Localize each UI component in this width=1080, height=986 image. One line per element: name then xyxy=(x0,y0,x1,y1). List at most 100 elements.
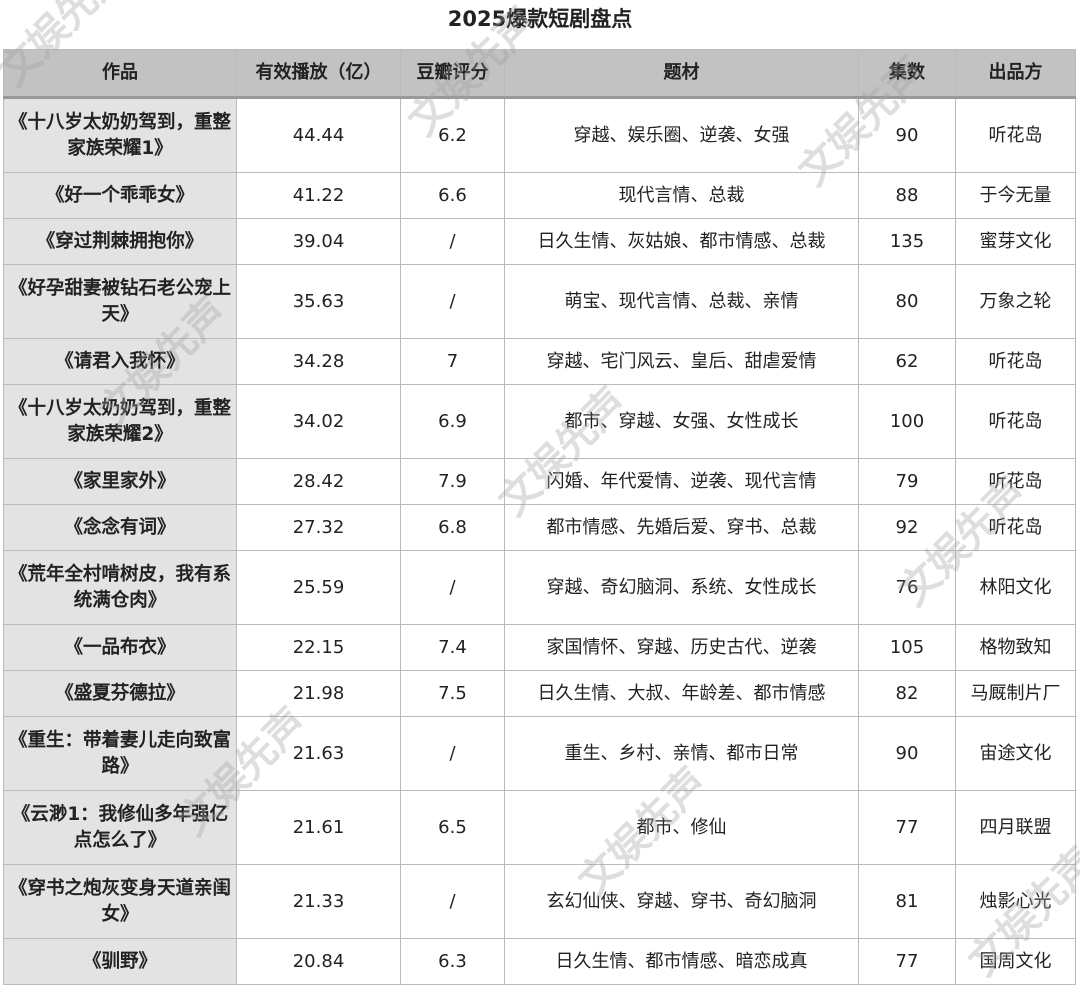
cell-episodes: 82 xyxy=(858,670,956,717)
cell-producer: 听花岛 xyxy=(955,97,1076,173)
table-row: 《云渺1：我修仙多年强亿点怎么了》 21.61 6.5 都市、修仙 77 四月联盟 xyxy=(3,790,1076,865)
cell-work: 《念念有词》 xyxy=(3,504,237,551)
cell-producer: 听花岛 xyxy=(955,504,1076,551)
cell-work: 《一品布衣》 xyxy=(3,624,237,671)
cell-rating: 6.2 xyxy=(400,97,505,173)
cell-work: 《荒年全村啃树皮，我有系统满仓肉》 xyxy=(3,550,237,625)
table-row: 《盛夏芬德拉》 21.98 7.5 日久生情、大叔、年龄差、都市情感 82 马厩制片厂 xyxy=(3,670,1076,717)
header-producer: 出品方 xyxy=(955,49,1076,99)
cell-episodes: 92 xyxy=(858,504,956,551)
table-row: 《十八岁太奶奶驾到，重整家族荣耀2》 34.02 6.9 都市、穿越、女强、女性成长 1… xyxy=(3,384,1076,459)
cell-genre: 都市情感、先婚后爱、穿书、总裁 xyxy=(504,504,859,551)
cell-producer: 马厩制片厂 xyxy=(955,670,1076,717)
cell-genre: 现代言情、总裁 xyxy=(504,172,859,219)
cell-genre: 玄幻仙侠、穿越、穿书、奇幻脑洞 xyxy=(504,864,859,939)
cell-genre: 闪婚、年代爱情、逆袭、现代言情 xyxy=(504,458,859,505)
cell-genre: 日久生情、都市情感、暗恋成真 xyxy=(504,938,859,985)
cell-rating: 6.8 xyxy=(400,504,505,551)
cell-work: 《十八岁太奶奶驾到，重整家族荣耀2》 xyxy=(3,384,237,459)
cell-rating: 6.3 xyxy=(400,938,505,985)
cell-producer: 听花岛 xyxy=(955,338,1076,385)
cell-rating: 6.5 xyxy=(400,790,505,865)
cell-rating: 7.4 xyxy=(400,624,505,671)
cell-producer: 格物致知 xyxy=(955,624,1076,671)
table-row: 《请君入我怀》 34.28 7 穿越、宅门风云、皇后、甜虐爱情 62 听花岛 xyxy=(3,338,1076,385)
cell-episodes: 88 xyxy=(858,172,956,219)
cell-producer: 宙途文化 xyxy=(955,716,1076,791)
cell-plays: 21.63 xyxy=(236,716,401,791)
cell-rating: 7.5 xyxy=(400,670,505,717)
cell-rating: / xyxy=(400,716,505,791)
cell-producer: 四月联盟 xyxy=(955,790,1076,865)
cell-episodes: 77 xyxy=(858,790,956,865)
cell-genre: 穿越、奇幻脑洞、系统、女性成长 xyxy=(504,550,859,625)
cell-work: 《穿书之炮灰变身天道亲闺女》 xyxy=(3,864,237,939)
cell-plays: 35.63 xyxy=(236,264,401,339)
cell-producer: 听花岛 xyxy=(955,384,1076,459)
cell-rating: 7 xyxy=(400,338,505,385)
table-row: 《念念有词》 27.32 6.8 都市情感、先婚后爱、穿书、总裁 92 听花岛 xyxy=(3,504,1076,551)
cell-plays: 41.22 xyxy=(236,172,401,219)
cell-work: 《请君入我怀》 xyxy=(3,338,237,385)
cell-plays: 39.04 xyxy=(236,218,401,265)
cell-plays: 21.61 xyxy=(236,790,401,865)
cell-episodes: 90 xyxy=(858,716,956,791)
header-plays: 有效播放（亿） xyxy=(236,49,401,99)
table-row: 《十八岁太奶奶驾到，重整家族荣耀1》 44.44 6.2 穿越、娱乐圈、逆袭、女强 90… xyxy=(3,97,1076,173)
table-row: 《好孕甜妻被钻石老公宠上天》 35.63/萌宝、现代言情、总裁、亲情 80 万象之轮 xyxy=(3,264,1076,339)
table-row: 《荒年全村啃树皮，我有系统满仓肉》 25.59/穿越、奇幻脑洞、系统、女性成长 76… xyxy=(3,550,1076,625)
cell-producer: 万象之轮 xyxy=(955,264,1076,339)
cell-episodes: 80 xyxy=(858,264,956,339)
table-row: 《重生：带着妻儿走向致富路》 21.63/重生、乡村、亲情、都市日常 90 宙途文化 xyxy=(3,716,1076,791)
cell-work: 《家里家外》 xyxy=(3,458,237,505)
table-row: 《家里家外》 28.42 7.9 闪婚、年代爱情、逆袭、现代言情 79 听花岛 xyxy=(3,458,1076,505)
cell-work: 《盛夏芬德拉》 xyxy=(3,670,237,717)
cell-work: 《好孕甜妻被钻石老公宠上天》 xyxy=(3,264,237,339)
cell-episodes: 90 xyxy=(858,97,956,173)
cell-producer: 于今无量 xyxy=(955,172,1076,219)
short-drama-table: 作品 有效播放（亿） 豆瓣评分 题材 集数 出品方 《十八岁太奶奶驾到，重整家族… xyxy=(3,49,1076,985)
table-row: 《好一个乖乖女》 41.22 6.6 现代言情、总裁 88 于今无量 xyxy=(3,172,1076,219)
cell-genre: 萌宝、现代言情、总裁、亲情 xyxy=(504,264,859,339)
cell-producer: 蜜芽文化 xyxy=(955,218,1076,265)
cell-genre: 穿越、娱乐圈、逆袭、女强 xyxy=(504,97,859,173)
cell-plays: 25.59 xyxy=(236,550,401,625)
header-rating: 豆瓣评分 xyxy=(400,49,505,99)
cell-genre: 日久生情、大叔、年龄差、都市情感 xyxy=(504,670,859,717)
cell-work: 《驯野》 xyxy=(3,938,237,985)
cell-genre: 都市、修仙 xyxy=(504,790,859,865)
header-genre: 题材 xyxy=(504,49,859,99)
cell-work: 《重生：带着妻儿走向致富路》 xyxy=(3,716,237,791)
cell-rating: 6.6 xyxy=(400,172,505,219)
cell-episodes: 135 xyxy=(858,218,956,265)
cell-plays: 34.28 xyxy=(236,338,401,385)
cell-plays: 28.42 xyxy=(236,458,401,505)
cell-plays: 21.98 xyxy=(236,670,401,717)
cell-episodes: 79 xyxy=(858,458,956,505)
cell-rating: / xyxy=(400,218,505,265)
cell-episodes: 76 xyxy=(858,550,956,625)
cell-plays: 21.33 xyxy=(236,864,401,939)
cell-genre: 重生、乡村、亲情、都市日常 xyxy=(504,716,859,791)
cell-plays: 20.84 xyxy=(236,938,401,985)
table-row: 《驯野》 20.84 6.3 日久生情、都市情感、暗恋成真 77 国周文化 xyxy=(3,938,1076,985)
table-header-row: 作品 有效播放（亿） 豆瓣评分 题材 集数 出品方 xyxy=(3,49,1076,99)
cell-work: 《穿过荆棘拥抱你》 xyxy=(3,218,237,265)
cell-rating: / xyxy=(400,550,505,625)
page-title: 2025爆款短剧盘点 xyxy=(447,7,633,31)
cell-genre: 穿越、宅门风云、皇后、甜虐爱情 xyxy=(504,338,859,385)
cell-episodes: 81 xyxy=(858,864,956,939)
cell-genre: 日久生情、灰姑娘、都市情感、总裁 xyxy=(504,218,859,265)
cell-producer: 国周文化 xyxy=(955,938,1076,985)
cell-rating: / xyxy=(400,864,505,939)
header-episodes: 集数 xyxy=(858,49,956,99)
cell-plays: 44.44 xyxy=(236,97,401,173)
table-row: 《一品布衣》 22.15 7.4 家国情怀、穿越、历史古代、逆袭 105 格物致知 xyxy=(3,624,1076,671)
cell-rating: 7.9 xyxy=(400,458,505,505)
cell-genre: 都市、穿越、女强、女性成长 xyxy=(504,384,859,459)
cell-genre: 家国情怀、穿越、历史古代、逆袭 xyxy=(504,624,859,671)
cell-episodes: 62 xyxy=(858,338,956,385)
table-row: 《穿书之炮灰变身天道亲闺女》 21.33/玄幻仙侠、穿越、穿书、奇幻脑洞 81 烛影心… xyxy=(3,864,1076,939)
header-work: 作品 xyxy=(3,49,237,99)
cell-producer: 听花岛 xyxy=(955,458,1076,505)
